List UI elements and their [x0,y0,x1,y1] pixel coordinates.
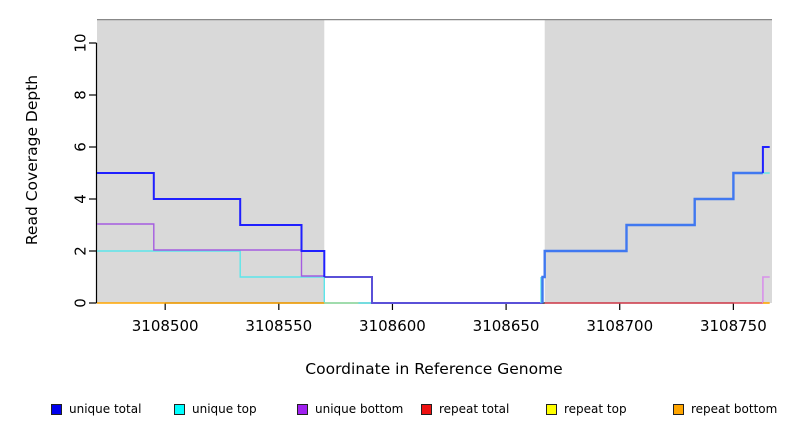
series-unique-total-bottom-blend [324,276,543,304]
legend-label: unique top [192,402,257,416]
y-tick-label: 0 [71,298,89,308]
series-unique-bottom-right-end [762,276,770,303]
x-axis-title: Coordinate in Reference Genome [305,360,562,378]
legend-item-repeat-bottom: repeat bottom [673,399,777,419]
x-tick-label: 3108700 [586,317,653,335]
series-unique-total-right-ascent [541,171,763,303]
y-tick-label: 6 [71,142,89,152]
x-tick-label: 3108650 [473,317,540,335]
left-gray-block [97,19,325,303]
x-tick-label: 3108550 [245,317,312,335]
x-tick-label: 3108750 [700,317,767,335]
legend-swatch-unique-total [51,403,62,415]
legend-item-repeat-top: repeat top [546,399,627,419]
series-unique-total-left [97,172,326,277]
x-tick-label: 3108600 [359,317,426,335]
legend-swatch-unique-bottom [297,403,308,415]
legend-item-unique-total: unique total [51,399,141,419]
legend-label: repeat top [564,402,627,416]
legend-item-unique-bottom: unique bottom [297,399,403,419]
series-unique-bottom-left [97,223,325,277]
legend-item-repeat-total: repeat total [421,399,509,419]
series-unique-total-right-end [761,146,770,173]
legend-label: unique bottom [315,402,404,416]
shaded-regions [97,19,772,303]
legend: unique total unique top unique bottom repea… [0,399,792,421]
right-gray-block [544,19,772,303]
legend-swatch-unique-top [174,403,185,415]
y-tick-label: 10 [71,33,89,52]
legend-label: repeat total [439,402,510,416]
legend-label: repeat bottom [691,402,778,416]
y-tick-label: 4 [71,194,89,204]
legend-swatch-repeat-bottom [673,403,684,415]
legend-item-unique-top: unique top [174,399,257,419]
coverage-series [97,146,770,304]
axes: 0 2 4 6 8 10 3108500 3108550 3108600 3108650 31087… [71,33,766,335]
x-tick-label: 3108500 [132,317,199,335]
y-tick-label: 8 [71,90,89,100]
legend-swatch-repeat-total [421,403,432,415]
y-tick-label: 2 [71,246,89,256]
y-axis-title: Read Coverage Depth [23,75,41,245]
legend-label: unique total [69,402,142,416]
legend-swatch-repeat-top [546,403,557,415]
